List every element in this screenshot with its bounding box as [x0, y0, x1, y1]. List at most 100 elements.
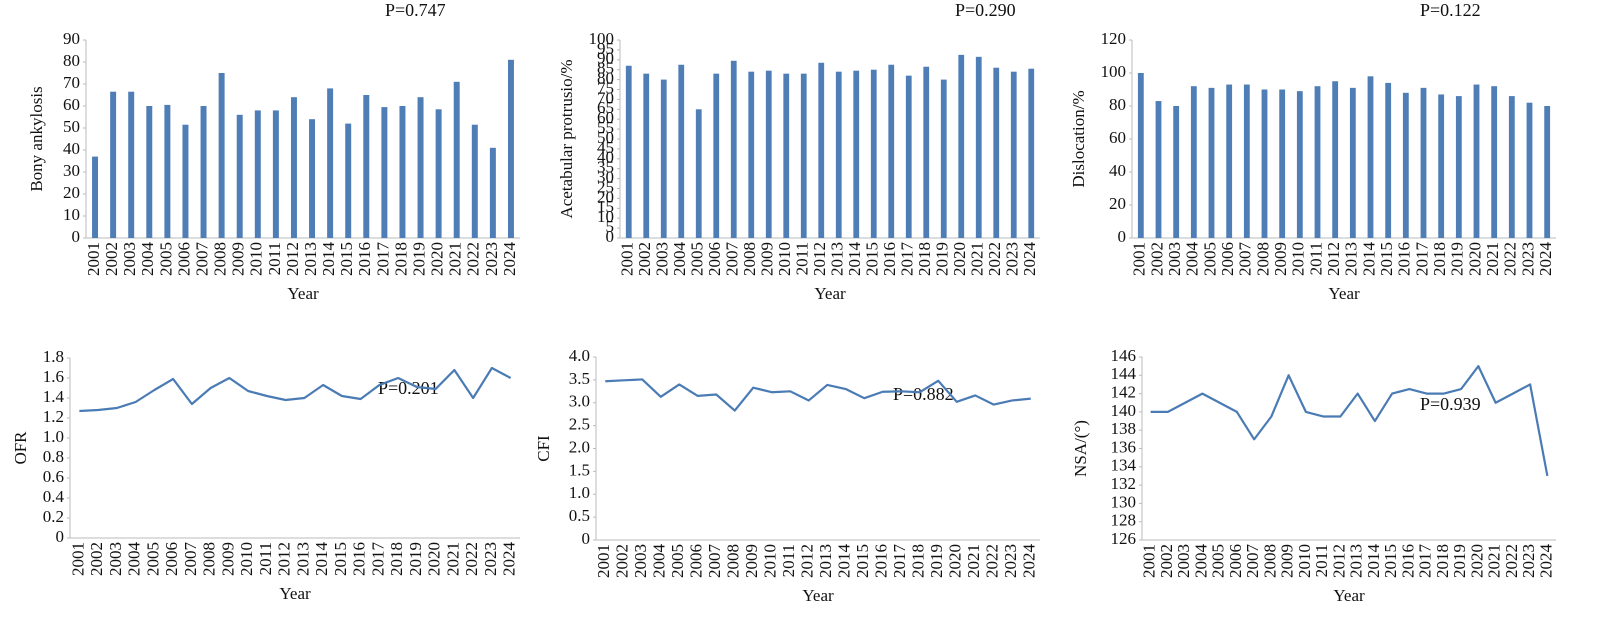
bar	[975, 56, 982, 238]
bar	[835, 71, 842, 239]
y-tick-label: 40	[597, 148, 614, 167]
y-tick-label: 40	[63, 139, 80, 158]
bar	[1296, 91, 1303, 239]
y-axis-title: Dislocation/%	[1069, 90, 1088, 187]
bar	[660, 79, 667, 238]
bar	[993, 67, 1000, 238]
x-tick-label: 2001	[84, 242, 103, 276]
y-tick-label: 100	[1101, 62, 1127, 81]
y-axis-title: OFR	[11, 431, 30, 465]
bar	[643, 73, 650, 238]
x-tick-label: 2011	[779, 544, 798, 577]
bar	[800, 73, 807, 238]
bar	[92, 156, 99, 238]
x-tick-label: 2022	[1502, 544, 1521, 578]
x-tick-label: 2007	[192, 242, 211, 277]
x-tick-label: 2018	[387, 542, 406, 576]
x-tick-label: 2008	[1253, 242, 1272, 276]
x-tick-label: 2006	[162, 542, 181, 576]
y-tick-label: 50	[597, 128, 614, 147]
x-tick-label: 2003	[120, 242, 139, 276]
x-tick-label: 2001	[594, 544, 613, 578]
y-tick-label: 20	[63, 183, 80, 202]
bar	[363, 95, 370, 238]
x-tick-label: 2007	[705, 544, 724, 579]
x-tick-label: 2005	[1209, 544, 1228, 578]
x-tick-label: 2014	[845, 242, 864, 277]
annotation: P=0.882	[893, 384, 954, 404]
x-tick-label: 2015	[331, 542, 350, 576]
y-tick-label: 0	[72, 227, 81, 246]
bar	[625, 65, 632, 239]
x-tick-label: 2001	[68, 542, 87, 576]
x-tick-label: 2019	[1450, 544, 1469, 578]
bar	[923, 66, 930, 238]
y-tick-label: 90	[63, 29, 80, 48]
x-tick-label: 2010	[237, 542, 256, 576]
x-tick-label: 2018	[1430, 242, 1449, 276]
x-tick-label: 2021	[443, 542, 462, 576]
bar	[1455, 96, 1462, 238]
x-tick-label: 2007	[181, 542, 200, 577]
x-tick-label: 2013	[828, 242, 847, 276]
bar	[870, 69, 877, 238]
y-tick-label: 50	[63, 117, 80, 136]
bar	[958, 54, 965, 238]
x-tick-label: 2001	[1140, 544, 1159, 578]
y-tick-label: 1.2	[43, 407, 64, 426]
y-tick-label: 2.0	[569, 437, 590, 456]
y-tick-label: 128	[1111, 511, 1137, 530]
x-tick-label: 2016	[355, 242, 374, 276]
y-tick-label: 90	[597, 49, 614, 68]
y-tick-label: 126	[1111, 529, 1137, 548]
y-tick-label: 80	[63, 51, 80, 70]
bar	[1243, 84, 1250, 238]
bar	[765, 70, 772, 238]
x-tick-label: 2015	[863, 242, 882, 276]
x-tick-label: 2006	[1218, 242, 1237, 276]
bar	[110, 91, 117, 238]
x-tick-label: 2009	[229, 242, 248, 276]
x-tick-label: 2016	[880, 242, 899, 276]
y-tick-label: 45	[597, 138, 614, 157]
x-tick-label: 2008	[740, 242, 759, 276]
y-tick-label: 1.5	[569, 460, 590, 479]
x-tick-label: 2008	[200, 542, 219, 576]
x-tick-label: 2015	[853, 544, 872, 578]
x-tick-label: 2016	[1395, 242, 1414, 276]
bar	[1349, 87, 1356, 238]
x-axis-title: Year	[1333, 586, 1365, 605]
annotation: P=0.122	[1420, 0, 1481, 20]
x-tick-label: 2015	[1381, 544, 1400, 578]
x-tick-label: 2014	[1359, 242, 1378, 277]
x-tick-label: 2020	[1465, 242, 1484, 276]
y-axis-title: Acetabular protrusio/%	[557, 59, 576, 218]
x-tick-label: 2018	[915, 242, 934, 276]
bar	[1279, 89, 1286, 238]
x-tick-label: 2003	[1174, 544, 1193, 578]
x-tick-label: 2020	[425, 542, 444, 576]
y-tick-label: 1.4	[43, 387, 65, 406]
x-tick-label: 2008	[724, 544, 743, 578]
x-tick-label: 2013	[293, 542, 312, 576]
x-tick-label: 2010	[247, 242, 266, 276]
x-tick-label: 2010	[775, 242, 794, 276]
x-tick-label: 2007	[723, 242, 742, 277]
x-tick-label: 2012	[1324, 242, 1343, 276]
x-tick-label: 2001	[618, 242, 637, 276]
bar	[678, 64, 685, 238]
bar	[164, 104, 171, 239]
x-tick-label: 2022	[462, 542, 481, 576]
x-tick-label: 2003	[106, 542, 125, 576]
x-tick-label: 2017	[373, 242, 392, 277]
bar	[200, 106, 207, 238]
y-tick-label: 142	[1111, 383, 1137, 402]
bar	[1508, 96, 1515, 238]
y-tick-label: 0.5	[569, 506, 590, 525]
x-tick-label: 2017	[1416, 544, 1435, 579]
x-tick-label: 2011	[265, 242, 284, 275]
y-tick-label: 0	[606, 227, 615, 246]
bar	[1332, 81, 1339, 238]
x-tick-label: 2002	[613, 544, 632, 578]
y-tick-label: 0	[582, 529, 591, 548]
